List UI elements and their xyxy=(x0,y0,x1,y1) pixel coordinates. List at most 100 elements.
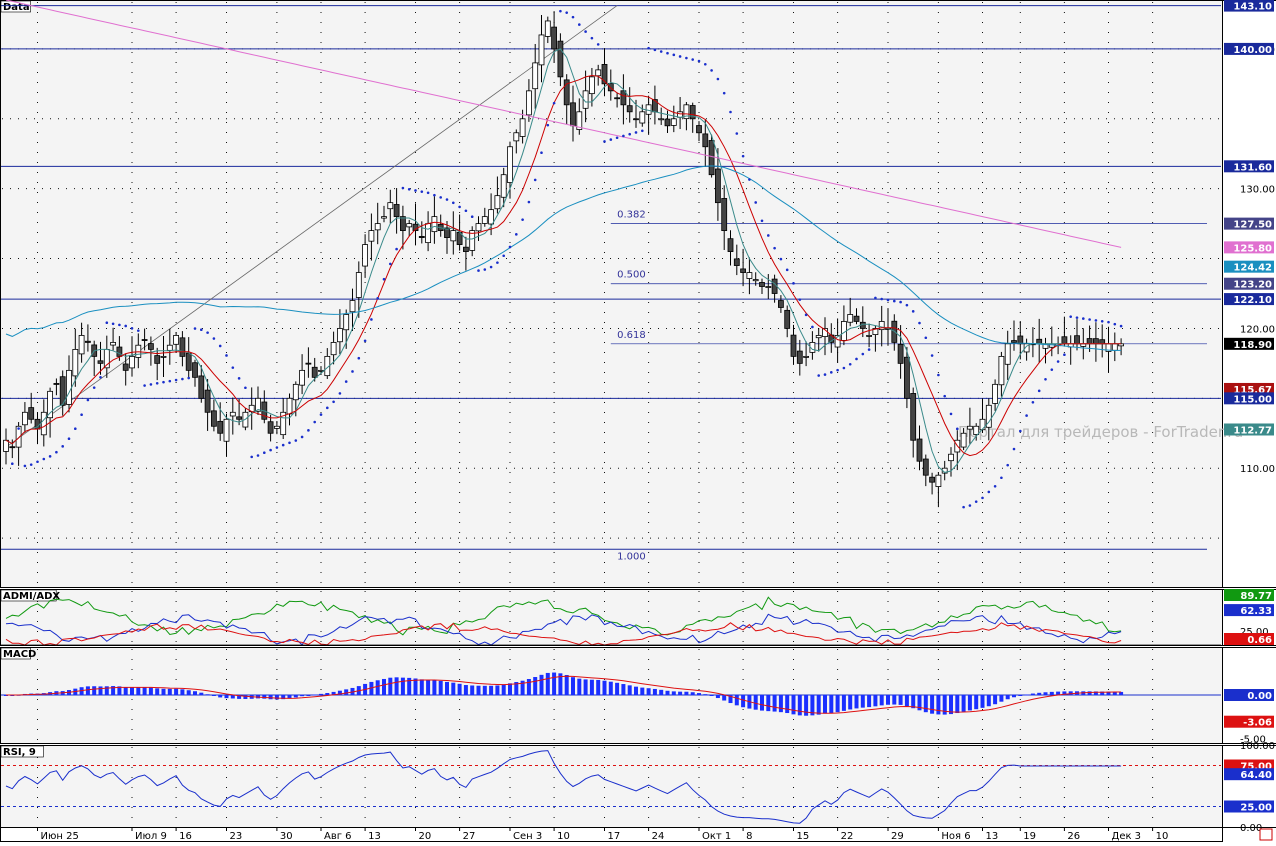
macd-bar xyxy=(445,682,449,695)
psar-dot xyxy=(452,201,455,204)
psar-dot xyxy=(761,220,764,223)
psar-dot xyxy=(868,348,871,351)
macd-bar xyxy=(766,695,770,711)
psar-dot xyxy=(918,322,921,325)
candle-body xyxy=(199,376,204,398)
psar-dot xyxy=(641,129,644,132)
candle-body xyxy=(186,353,191,370)
psar-dot xyxy=(698,60,701,63)
psar-dot xyxy=(1025,414,1028,417)
candle-body xyxy=(180,338,185,357)
candle-body xyxy=(665,119,670,126)
psar-dot xyxy=(1088,318,1091,321)
macd-bar xyxy=(1018,695,1022,696)
psar-dot xyxy=(1032,401,1035,404)
candle-body xyxy=(734,259,739,266)
corner-menu-icon[interactable] xyxy=(1260,829,1272,840)
psar-dot xyxy=(106,321,109,324)
macd-bar xyxy=(294,695,298,697)
macd-bar xyxy=(666,691,670,695)
psar-dot xyxy=(1051,368,1054,371)
psar-dot xyxy=(414,189,417,192)
time-tick-label: 10 xyxy=(557,831,570,842)
macd-bar xyxy=(540,675,544,695)
macd-bar xyxy=(313,694,317,695)
psar-dot xyxy=(175,379,178,382)
candle-body xyxy=(400,217,405,231)
psar-dot xyxy=(666,52,669,55)
candle-body xyxy=(476,224,481,231)
macd-bar xyxy=(162,689,166,695)
macd-bar xyxy=(754,695,758,710)
psar-dot xyxy=(956,428,959,431)
psar-dot xyxy=(1095,319,1098,322)
psar-dot xyxy=(962,506,965,509)
fib-label: 0.382 xyxy=(617,210,646,221)
macd-bar xyxy=(477,686,481,695)
macd-bar xyxy=(571,677,575,695)
candle-body xyxy=(974,426,979,434)
psar-dot xyxy=(572,16,575,19)
candle-body xyxy=(48,391,53,417)
macd-bar xyxy=(703,694,707,695)
psar-dot xyxy=(427,192,430,195)
time-tick-label: Июн 25 xyxy=(41,831,79,842)
macd-bar xyxy=(1088,691,1092,695)
pane-title-rsi: RSI, 9 xyxy=(3,747,36,758)
macd-bar xyxy=(300,695,304,696)
psar-dot xyxy=(736,132,739,135)
candle-body xyxy=(709,140,714,174)
candle-body xyxy=(778,301,783,308)
candle-body xyxy=(917,439,922,461)
macd-bar xyxy=(647,688,651,695)
candle-body xyxy=(589,77,594,94)
candle-body xyxy=(363,245,368,266)
macd-bar xyxy=(659,690,663,695)
macd-bar xyxy=(319,694,323,695)
candle-body xyxy=(407,224,412,227)
macd-bar xyxy=(546,673,550,695)
rsi-tick-label: 100.00 xyxy=(1240,741,1275,752)
pane-title-main: Data xyxy=(3,2,30,13)
price-tag-text: 123.20 xyxy=(1233,280,1272,291)
macd-bar xyxy=(823,695,827,714)
macd-bar xyxy=(949,695,953,714)
candle-body xyxy=(312,367,317,377)
psar-dot xyxy=(1114,323,1117,326)
time-tick-label: Ноя 6 xyxy=(941,831,970,842)
psar-dot xyxy=(502,254,505,257)
psar-dot xyxy=(446,198,449,201)
macd-bar xyxy=(653,689,657,695)
time-tick-label: 13 xyxy=(986,831,999,842)
macd-bar xyxy=(420,679,424,695)
macd-bar xyxy=(187,690,191,695)
psar-dot xyxy=(528,201,531,204)
candle-body xyxy=(627,106,632,112)
candle-body xyxy=(520,119,525,137)
candle-body xyxy=(287,398,292,414)
psar-dot xyxy=(773,247,776,250)
macd-bar xyxy=(842,695,846,711)
psar-dot xyxy=(49,455,52,458)
macd-bar xyxy=(798,695,802,715)
price-tag-text: 124.42 xyxy=(1233,263,1272,274)
psar-dot xyxy=(1044,378,1047,381)
macd-bar xyxy=(552,673,556,695)
macd-bar xyxy=(899,695,903,705)
psar-dot xyxy=(269,449,272,452)
psar-dot xyxy=(389,263,392,266)
macd-bar xyxy=(376,680,380,695)
candle-body xyxy=(930,477,935,482)
candle-body xyxy=(41,412,46,435)
time-tick-label: 10 xyxy=(1156,831,1169,842)
candle-body xyxy=(797,351,802,363)
price-tag-text: 118.90 xyxy=(1233,340,1272,351)
psar-dot xyxy=(295,439,298,442)
macd-bar xyxy=(999,695,1003,702)
candle-body xyxy=(867,335,872,336)
macd-bar xyxy=(892,695,896,705)
psar-dot xyxy=(584,30,587,33)
candle-body xyxy=(29,408,34,420)
fib-label: 0.618 xyxy=(617,330,646,341)
